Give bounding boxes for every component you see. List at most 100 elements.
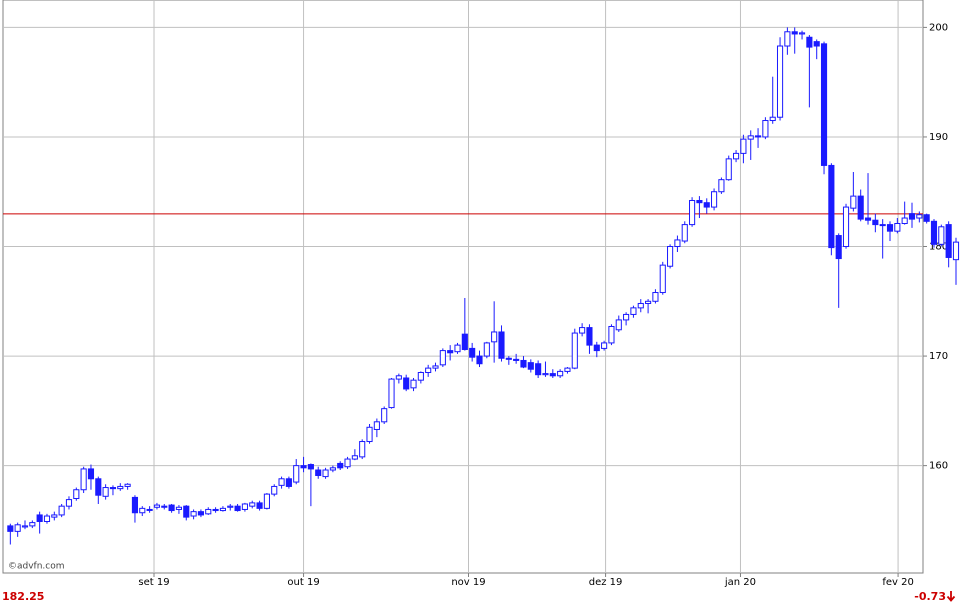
candle-body: [87, 468, 95, 480]
candle-body: [579, 327, 586, 334]
candle-body: [483, 342, 490, 357]
candle-body: [850, 195, 857, 209]
candle-body: [476, 355, 483, 365]
candle-body: [212, 508, 219, 512]
candle-body: [51, 514, 58, 518]
candle-body: [205, 508, 212, 515]
candle-body: [329, 467, 336, 471]
candle-body: [872, 219, 879, 226]
candle-body: [571, 332, 578, 369]
candle-body: [175, 506, 183, 510]
candle-body: [828, 164, 835, 249]
candle-body: [469, 347, 476, 358]
candle-body: [923, 214, 930, 222]
change: -0.73: [914, 590, 946, 603]
candle-body: [916, 214, 923, 219]
candle-body: [351, 455, 358, 460]
candle-body: [278, 478, 285, 486]
x-tick-label: set 19: [138, 577, 169, 588]
candle-body: [689, 199, 696, 226]
candle-body: [557, 370, 564, 377]
candle-body: [29, 522, 36, 527]
candle-body: [109, 487, 117, 490]
candle-body: [667, 246, 674, 267]
candle-body: [300, 465, 307, 469]
candle-body: [95, 478, 102, 496]
candle-body: [505, 357, 512, 360]
candle-body: [337, 462, 344, 469]
candle-body: [535, 363, 542, 376]
candle-body: [219, 507, 226, 512]
x-tick-label: jan 20: [724, 577, 756, 588]
candle-body: [285, 478, 292, 487]
candle-body: [542, 373, 549, 376]
candle-body: [366, 426, 373, 443]
candle-body: [681, 224, 688, 242]
candle-body: [498, 331, 505, 359]
candle-body: [227, 505, 234, 508]
candle-body: [139, 507, 146, 514]
candle-body: [454, 344, 461, 353]
candle-body: [733, 152, 740, 160]
candle-body: [190, 511, 197, 517]
candle-body: [703, 202, 710, 208]
candle-body: [864, 217, 872, 221]
candle-body: [784, 31, 791, 47]
candle-body: [43, 515, 51, 523]
candle-body: [586, 327, 593, 346]
candle-body: [615, 319, 622, 331]
candle-body: [549, 373, 556, 377]
candle-body: [249, 502, 256, 507]
candle-body: [146, 508, 153, 511]
candle-body: [491, 331, 498, 343]
candle-body: [659, 264, 666, 294]
candle-body: [593, 344, 600, 352]
candle-body: [754, 135, 762, 138]
candle-body: [623, 313, 630, 321]
candle-body: [381, 408, 388, 423]
candle-body: [762, 120, 769, 138]
candle-body: [14, 524, 21, 532]
candle-body: [124, 483, 131, 487]
candle-body: [293, 465, 300, 483]
candle-body: [952, 241, 960, 261]
candle-body: [168, 504, 175, 512]
candle-body: [65, 499, 73, 507]
candle-body: [344, 458, 351, 468]
candle-body: [161, 505, 168, 508]
candle-body: [718, 179, 725, 193]
y-tick-label: 160: [929, 461, 948, 472]
candle-body: [102, 487, 109, 497]
candle-body: [417, 372, 424, 381]
candle-body: [513, 358, 520, 361]
candle-body: [564, 367, 571, 372]
candle-body: [806, 36, 813, 48]
candle-body: [769, 116, 776, 122]
candle-body: [307, 464, 314, 470]
candle-body: [945, 224, 952, 258]
candle-body: [798, 32, 806, 35]
candle-body: [439, 350, 446, 366]
y-tick-label: 190: [929, 132, 948, 143]
candle-body: [740, 138, 747, 154]
candle-body: [315, 469, 322, 476]
candle-body: [36, 514, 43, 523]
candle-body: [645, 300, 652, 304]
candle-body: [234, 505, 241, 512]
candle-body: [21, 525, 29, 528]
candle-body: [153, 504, 161, 508]
candle-body: [403, 377, 410, 390]
candle-body: [359, 441, 366, 458]
candle-body: [901, 217, 908, 225]
y-tick-label: 200: [929, 22, 948, 33]
candle-body: [388, 378, 395, 409]
candle-body: [813, 41, 820, 47]
x-tick-label: dez 19: [589, 577, 623, 588]
candle-body: [674, 239, 681, 248]
x-tick-label: fev 20: [882, 577, 914, 588]
candle-body: [241, 503, 248, 510]
last-price: 182.25: [2, 590, 44, 603]
candle-body: [857, 195, 864, 220]
candle-body: [80, 468, 87, 491]
